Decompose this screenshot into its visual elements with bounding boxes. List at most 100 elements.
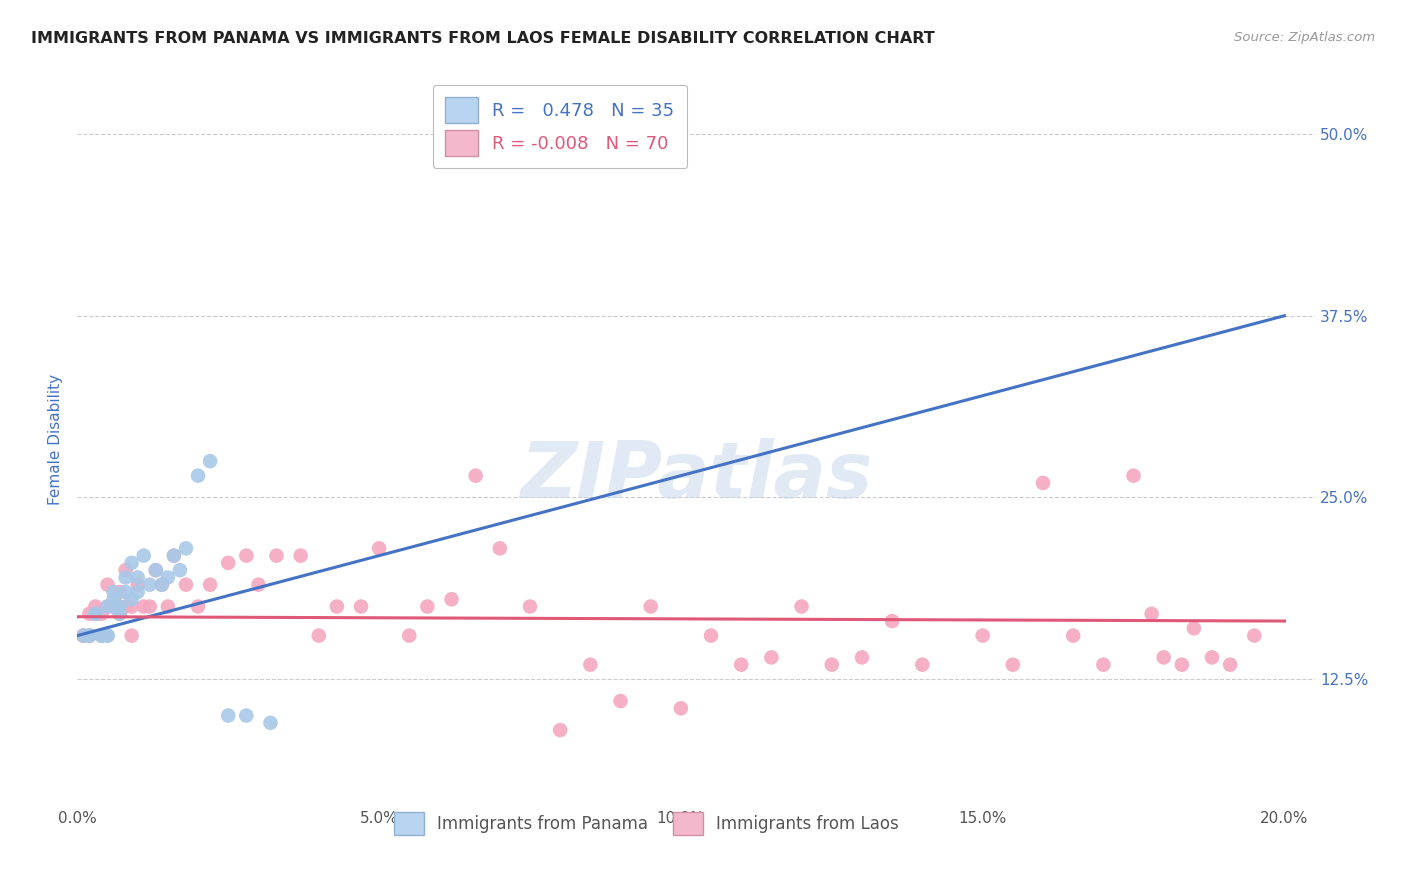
Point <box>84 607 107 621</box>
Point <box>127 570 149 584</box>
Point <box>72 629 94 643</box>
Point <box>90 629 112 643</box>
Point <box>156 599 179 614</box>
Point <box>150 578 173 592</box>
Point <box>1001 657 1024 672</box>
Point <box>187 599 209 614</box>
Point <box>72 629 94 643</box>
Point <box>145 563 167 577</box>
Point <box>1201 650 1223 665</box>
Point <box>156 570 179 584</box>
Point <box>579 657 602 672</box>
Point <box>127 585 149 599</box>
Point <box>108 599 131 614</box>
Point <box>108 585 131 599</box>
Point <box>1219 657 1241 672</box>
Point <box>217 708 239 723</box>
Point <box>103 599 125 614</box>
Point <box>90 629 112 643</box>
Point <box>139 578 162 592</box>
Point <box>1122 468 1144 483</box>
Point <box>84 599 107 614</box>
Point <box>217 556 239 570</box>
Point <box>121 556 143 570</box>
Point <box>96 578 118 592</box>
Y-axis label: Female Disability: Female Disability <box>48 374 63 505</box>
Point <box>198 578 221 592</box>
Point <box>108 599 131 614</box>
Point <box>174 541 197 556</box>
Point <box>96 629 118 643</box>
Point <box>90 629 112 643</box>
Point <box>72 629 94 643</box>
Point <box>235 708 257 723</box>
Point <box>972 629 994 643</box>
Point <box>132 549 155 563</box>
Point <box>187 468 209 483</box>
Point <box>79 629 101 643</box>
Point <box>247 578 270 592</box>
Point <box>127 578 149 592</box>
Point <box>96 599 118 614</box>
Point <box>1032 475 1054 490</box>
Point <box>1171 657 1194 672</box>
Point <box>174 578 197 592</box>
Point <box>90 607 112 621</box>
Point <box>114 563 136 577</box>
Text: Source: ZipAtlas.com: Source: ZipAtlas.com <box>1234 31 1375 45</box>
Point <box>103 599 125 614</box>
Point <box>145 563 167 577</box>
Point <box>79 629 101 643</box>
Point <box>700 629 723 643</box>
Point <box>669 701 692 715</box>
Point <box>440 592 463 607</box>
Point <box>163 549 186 563</box>
Point <box>464 468 486 483</box>
Point <box>350 599 373 614</box>
Point <box>790 599 813 614</box>
Point <box>911 657 934 672</box>
Point <box>103 592 125 607</box>
Point <box>398 629 420 643</box>
Point <box>1092 657 1115 672</box>
Point <box>821 657 844 672</box>
Point <box>96 599 118 614</box>
Point <box>121 629 143 643</box>
Point <box>198 454 221 468</box>
Point <box>114 599 136 614</box>
Point <box>368 541 391 556</box>
Point <box>79 629 101 643</box>
Point <box>150 578 173 592</box>
Point <box>235 549 257 563</box>
Point <box>169 563 191 577</box>
Point <box>108 607 131 621</box>
Point <box>548 723 571 737</box>
Point <box>730 657 752 672</box>
Point <box>132 599 155 614</box>
Point <box>519 599 541 614</box>
Point <box>114 585 136 599</box>
Point <box>163 549 186 563</box>
Point <box>266 549 288 563</box>
Point <box>96 629 118 643</box>
Point <box>84 607 107 621</box>
Point <box>290 549 312 563</box>
Point <box>1153 650 1175 665</box>
Point <box>308 629 330 643</box>
Point <box>1182 621 1205 635</box>
Point <box>640 599 662 614</box>
Point <box>259 715 281 730</box>
Point <box>114 570 136 584</box>
Point <box>1243 629 1265 643</box>
Point <box>1140 607 1163 621</box>
Point <box>609 694 631 708</box>
Point <box>79 629 101 643</box>
Point <box>488 541 510 556</box>
Point <box>121 592 143 607</box>
Point <box>79 607 101 621</box>
Point <box>416 599 439 614</box>
Point <box>108 607 131 621</box>
Point <box>851 650 873 665</box>
Point <box>103 599 125 614</box>
Text: IMMIGRANTS FROM PANAMA VS IMMIGRANTS FROM LAOS FEMALE DISABILITY CORRELATION CHA: IMMIGRANTS FROM PANAMA VS IMMIGRANTS FRO… <box>31 31 935 46</box>
